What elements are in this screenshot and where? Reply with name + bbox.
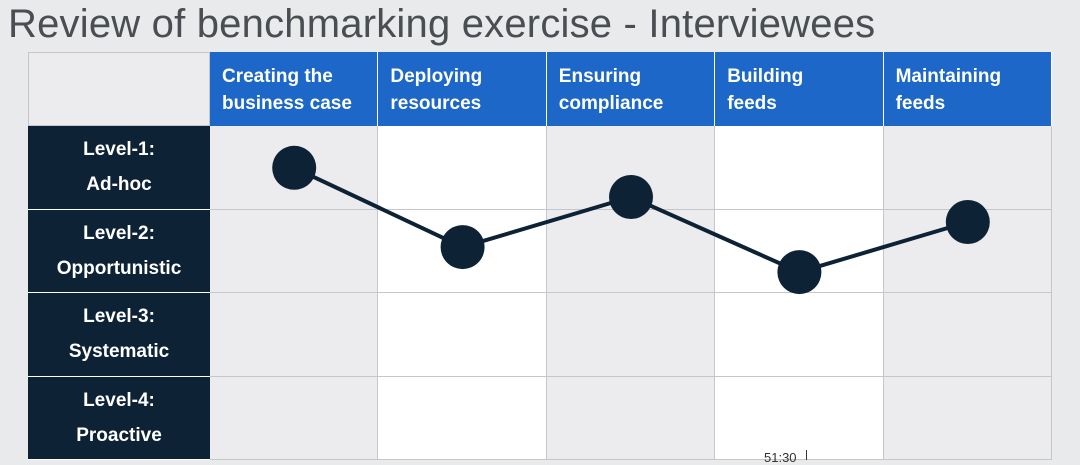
benchmark-grid: Creating the business case Deploying reso… <box>28 52 1052 460</box>
column-header: Building feeds <box>715 52 884 126</box>
grid-cell <box>210 293 379 377</box>
column-header: Creating the business case <box>210 52 379 126</box>
grid-cell <box>715 126 884 210</box>
column-header: Maintaining feeds <box>883 52 1052 126</box>
grid-corner <box>28 52 210 126</box>
column-header: Deploying resources <box>378 52 547 126</box>
grid-cell <box>883 293 1052 377</box>
grid-cell <box>546 376 716 460</box>
page-title: Review of benchmarking exercise - Interv… <box>8 2 876 46</box>
data-point <box>272 145 317 190</box>
row-header: Level-3: Systematic <box>28 293 210 377</box>
grid-cell <box>546 293 716 377</box>
grid-cell <box>883 126 1052 210</box>
data-point <box>945 200 990 244</box>
row-header: Level-1: Ad-hoc <box>28 126 210 210</box>
column-header: Ensuring compliance <box>546 52 716 126</box>
timestamp-marker <box>806 450 807 460</box>
grid-cell <box>210 376 379 460</box>
data-point <box>440 225 485 270</box>
grid-cell <box>378 126 547 210</box>
grid-cell <box>715 293 884 377</box>
grid-cell <box>210 209 379 293</box>
grid-cell <box>715 376 884 460</box>
data-point <box>609 175 653 219</box>
data-point <box>777 250 822 295</box>
grid-cell <box>378 376 547 460</box>
grid-cell <box>378 293 547 377</box>
video-timestamp: 51:30 <box>764 450 797 465</box>
row-header: Level-2: Opportunistic <box>28 209 210 293</box>
maturity-line-chart <box>272 145 990 295</box>
